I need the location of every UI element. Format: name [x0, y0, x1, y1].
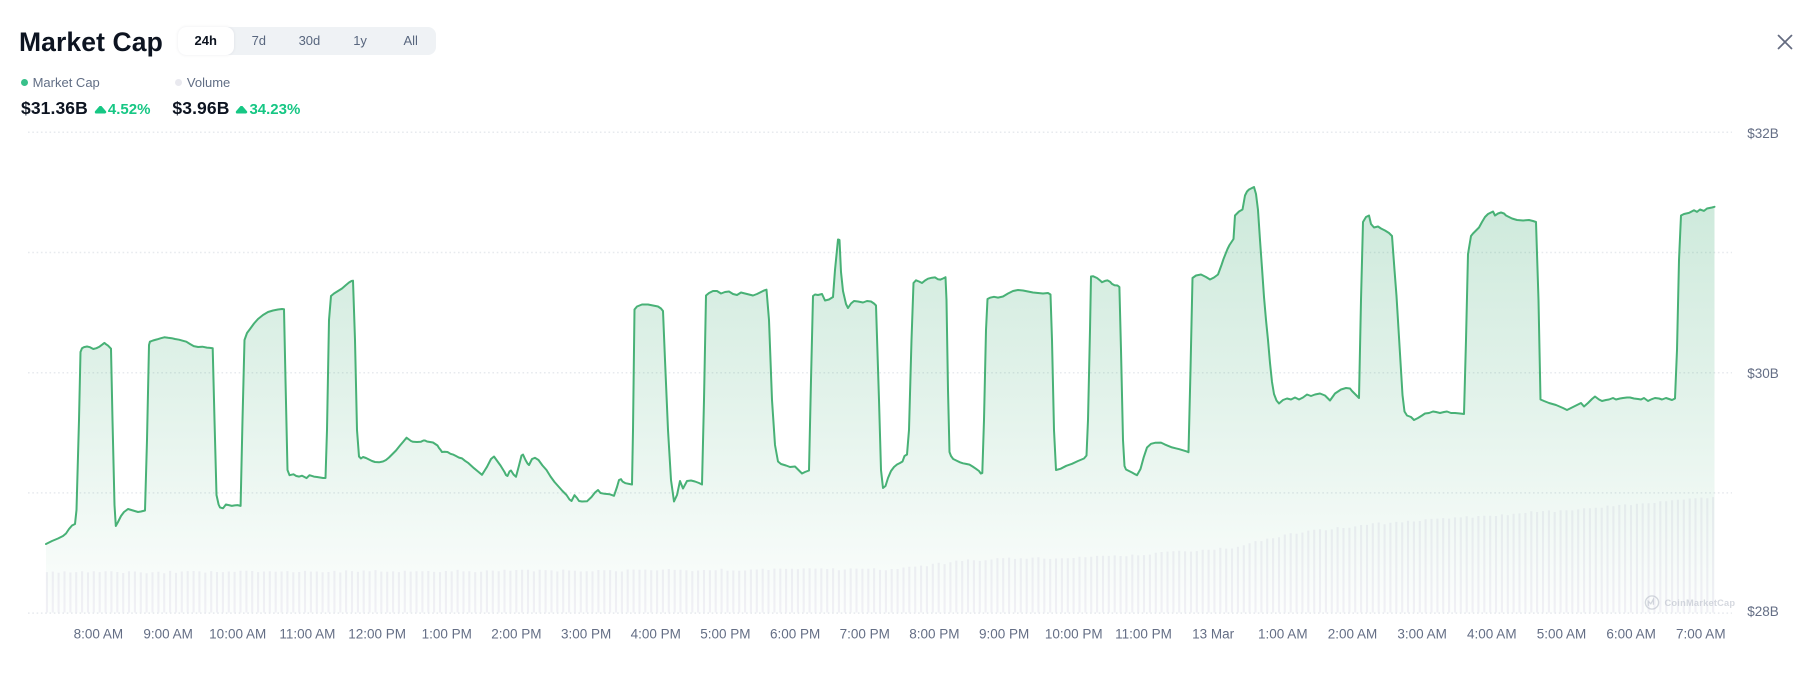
svg-text:8:00 PM: 8:00 PM	[909, 627, 959, 642]
svg-text:5:00 AM: 5:00 AM	[1537, 627, 1587, 642]
svg-text:8:00 AM: 8:00 AM	[74, 627, 124, 642]
svg-text:$28B: $28B	[1747, 604, 1779, 619]
svg-text:3:00 AM: 3:00 AM	[1397, 627, 1447, 642]
svg-text:CoinMarketCap: CoinMarketCap	[1665, 598, 1736, 608]
svg-text:10:00 AM: 10:00 AM	[209, 627, 266, 642]
svg-text:7:00 PM: 7:00 PM	[840, 627, 890, 642]
svg-text:5:00 PM: 5:00 PM	[700, 627, 750, 642]
svg-text:6:00 PM: 6:00 PM	[770, 627, 820, 642]
svg-text:7:00 AM: 7:00 AM	[1676, 627, 1726, 642]
svg-text:1:00 AM: 1:00 AM	[1258, 627, 1308, 642]
svg-text:12:00 PM: 12:00 PM	[348, 627, 406, 642]
svg-text:4:00 AM: 4:00 AM	[1467, 627, 1517, 642]
svg-text:11:00 PM: 11:00 PM	[1115, 627, 1172, 642]
svg-text:$30B: $30B	[1747, 366, 1779, 381]
svg-text:1:00 PM: 1:00 PM	[422, 627, 472, 642]
svg-text:9:00 AM: 9:00 AM	[143, 627, 193, 642]
svg-text:6:00 AM: 6:00 AM	[1606, 627, 1656, 642]
svg-text:2:00 PM: 2:00 PM	[491, 627, 541, 642]
svg-text:$32B: $32B	[1747, 126, 1779, 141]
svg-text:11:00 AM: 11:00 AM	[279, 627, 335, 642]
svg-text:10:00 PM: 10:00 PM	[1045, 627, 1103, 642]
svg-text:2:00 AM: 2:00 AM	[1328, 627, 1378, 642]
svg-text:4:00 PM: 4:00 PM	[631, 627, 681, 642]
svg-text:9:00 PM: 9:00 PM	[979, 627, 1029, 642]
svg-text:3:00 PM: 3:00 PM	[561, 627, 611, 642]
svg-text:13 Mar: 13 Mar	[1192, 627, 1235, 642]
